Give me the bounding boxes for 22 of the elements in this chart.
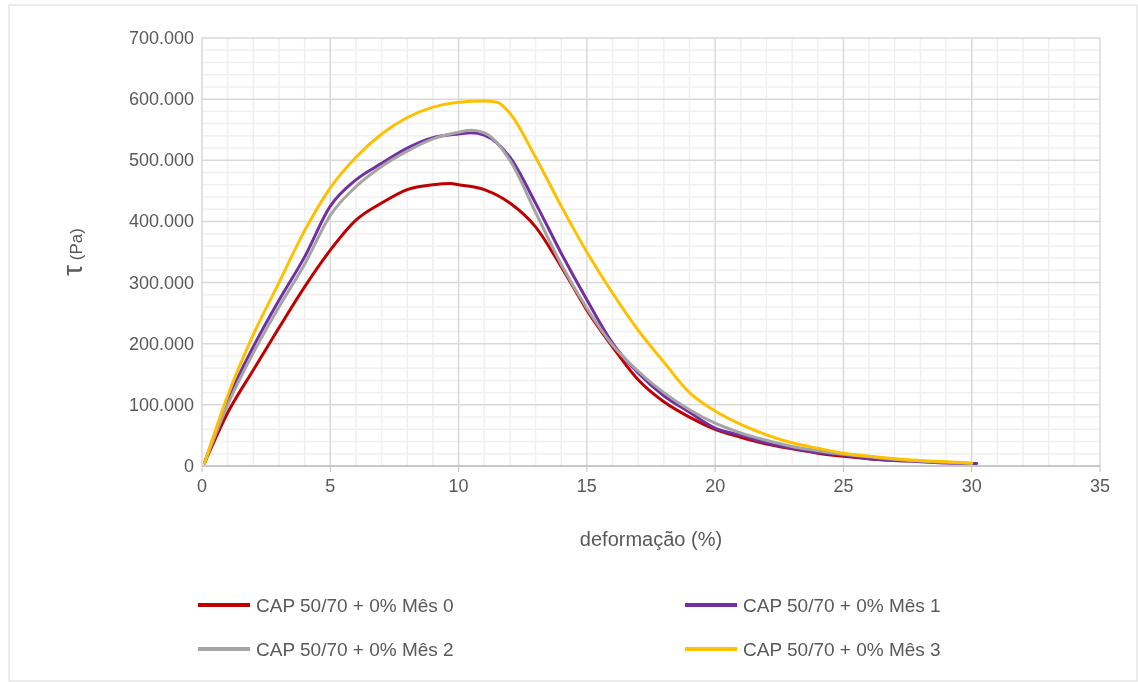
y-tick-label: 700.000 [128,28,194,48]
legend-label: CAP 50/70 + 0% Mês 1 [743,595,941,616]
x-axis-title: deformação (%) [579,528,723,550]
x-tick-label: 5 [325,476,336,496]
y-tick-label: 500.000 [128,150,194,171]
x-tick-label: 0 [196,476,208,496]
y-tick-label: 100.000 [128,394,194,415]
legend-label: CAP 50/70 + 0% Mês 2 [256,639,454,660]
y-tick-label: 300.000 [128,272,194,293]
y-tick-label: 400.000 [128,211,194,232]
x-tick-label: 35 [1089,476,1111,496]
y-tick-label: 600.000 [128,89,194,110]
legend-label: CAP 50/70 + 0% Mês 3 [743,639,941,660]
y-tick-label: 0 [183,456,194,476]
x-tick-label: 15 [576,476,597,496]
x-tick-label: 20 [705,476,726,496]
x-tick-label: 30 [961,476,982,496]
y-axis-title: τ (Pa) [57,228,88,276]
x-tick-label: 10 [448,476,469,496]
x-tick-label: 25 [833,476,854,496]
legend-label: CAP 50/70 + 0% Mês 0 [256,595,454,616]
y-tick-label: 200.000 [128,333,194,354]
